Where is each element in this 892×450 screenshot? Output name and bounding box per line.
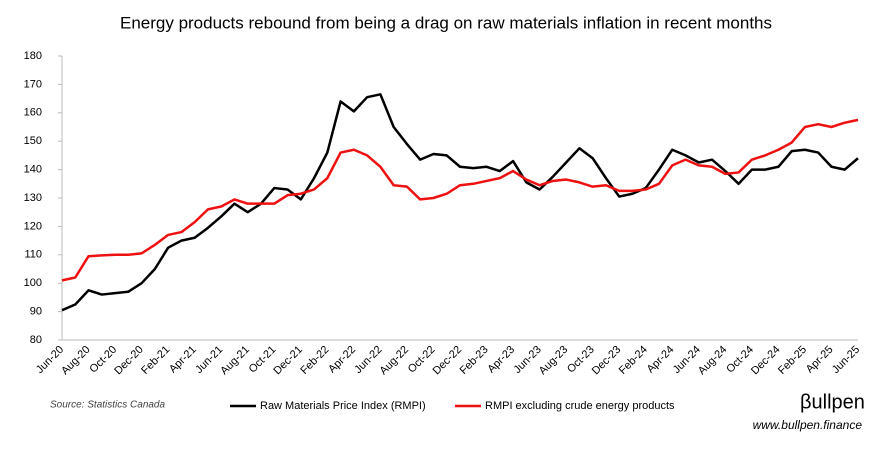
x-tick-label: Dec-22: [431, 344, 465, 378]
y-tick-label: 160: [24, 107, 42, 119]
y-tick-label: 150: [24, 135, 42, 147]
x-tick-label: Aug-23: [537, 344, 571, 378]
x-tick-label: Aug-20: [59, 344, 93, 378]
x-tick-label: Feb-22: [298, 344, 331, 377]
x-tick-label: Apr-22: [326, 344, 358, 376]
x-tick-label: Dec-20: [112, 344, 146, 378]
y-tick-label: 80: [30, 334, 42, 346]
y-tick-label: 180: [24, 50, 42, 62]
x-tick-label: Jun-25: [830, 344, 862, 376]
x-tick-label: Apr-21: [167, 344, 199, 376]
y-tick-label: 100: [24, 277, 42, 289]
website: www.bullpen.finance: [753, 418, 863, 432]
x-tick-label: Feb-25: [776, 344, 809, 377]
chart-title: Energy products rebound from being a dra…: [120, 13, 772, 32]
x-tick-label: Feb-23: [458, 344, 491, 377]
x-tick-label: Apr-24: [645, 344, 677, 376]
legend-label: Raw Materials Price Index (RMPI): [260, 400, 426, 412]
x-tick-label: Apr-25: [804, 344, 836, 376]
x-tick-label: Dec-21: [271, 344, 305, 378]
x-tick-label: Feb-24: [617, 344, 650, 377]
x-tick-label: Apr-23: [485, 344, 517, 376]
legend-label: RMPI excluding crude energy products: [485, 400, 675, 412]
y-tick-label: 140: [24, 164, 42, 176]
x-tick-label: Dec-24: [749, 344, 783, 378]
series-line: [61, 118, 859, 282]
x-tick-label: Dec-23: [590, 344, 624, 378]
x-tick-label: Aug-21: [218, 344, 252, 378]
y-tick-label: 120: [24, 220, 42, 232]
x-tick-label: Aug-22: [378, 344, 412, 378]
x-tick-label: Aug-24: [696, 344, 730, 378]
y-tick-label: 170: [24, 78, 42, 90]
y-tick-label: 110: [24, 249, 42, 261]
y-tick-label: 90: [30, 306, 42, 318]
series-line: [61, 93, 859, 312]
x-tick-label: Feb-21: [139, 344, 172, 377]
y-tick-label: 130: [24, 192, 42, 204]
logo: βullpen: [800, 391, 865, 413]
source: Source: Statistics Canada: [50, 400, 165, 411]
